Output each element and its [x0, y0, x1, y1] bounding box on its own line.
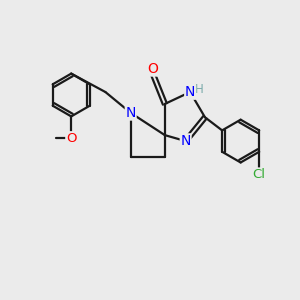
Text: N: N [181, 134, 191, 148]
Text: N: N [125, 106, 136, 120]
Text: N: N [185, 85, 195, 99]
Text: H: H [195, 83, 203, 96]
Text: O: O [66, 132, 76, 145]
Text: O: O [148, 62, 158, 76]
Text: Cl: Cl [253, 168, 266, 181]
